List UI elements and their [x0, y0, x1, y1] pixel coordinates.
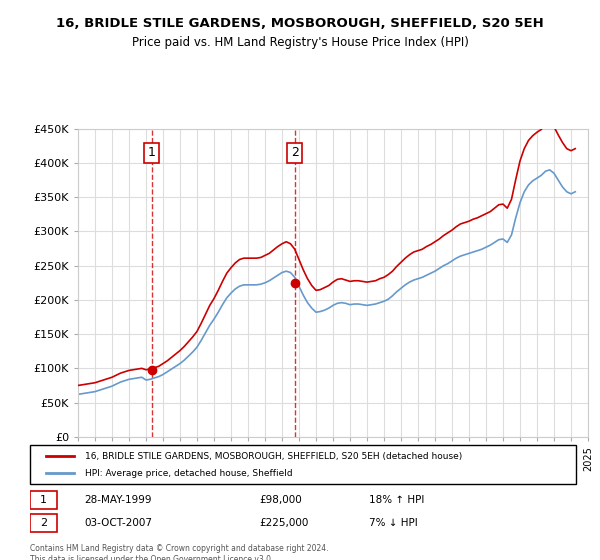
Text: £98,000: £98,000	[259, 494, 302, 505]
Text: £225,000: £225,000	[259, 519, 308, 529]
Text: Contains HM Land Registry data © Crown copyright and database right 2024.
This d: Contains HM Land Registry data © Crown c…	[30, 544, 329, 560]
Text: 2: 2	[291, 146, 299, 159]
Text: 18% ↑ HPI: 18% ↑ HPI	[368, 494, 424, 505]
Text: Price paid vs. HM Land Registry's House Price Index (HPI): Price paid vs. HM Land Registry's House …	[131, 36, 469, 49]
FancyBboxPatch shape	[30, 491, 58, 508]
Text: 1: 1	[148, 146, 155, 159]
Text: 16, BRIDLE STILE GARDENS, MOSBOROUGH, SHEFFIELD, S20 5EH (detached house): 16, BRIDLE STILE GARDENS, MOSBOROUGH, SH…	[85, 452, 462, 461]
Text: 28-MAY-1999: 28-MAY-1999	[85, 494, 152, 505]
FancyBboxPatch shape	[30, 445, 576, 484]
Text: 16, BRIDLE STILE GARDENS, MOSBOROUGH, SHEFFIELD, S20 5EH: 16, BRIDLE STILE GARDENS, MOSBOROUGH, SH…	[56, 17, 544, 30]
Text: 03-OCT-2007: 03-OCT-2007	[85, 519, 152, 529]
Text: HPI: Average price, detached house, Sheffield: HPI: Average price, detached house, Shef…	[85, 469, 292, 478]
Text: 1: 1	[40, 494, 47, 505]
FancyBboxPatch shape	[30, 514, 58, 533]
Text: 7% ↓ HPI: 7% ↓ HPI	[368, 519, 417, 529]
Text: 2: 2	[40, 519, 47, 529]
